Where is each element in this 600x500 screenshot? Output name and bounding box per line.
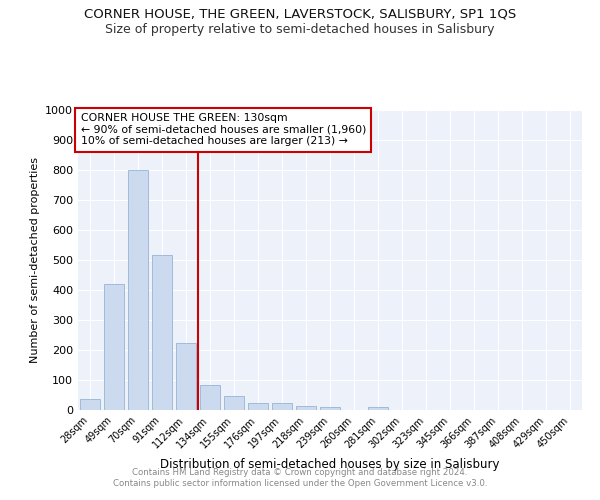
X-axis label: Distribution of semi-detached houses by size in Salisbury: Distribution of semi-detached houses by …	[160, 458, 500, 471]
Bar	[200, 385, 220, 410]
Bar	[224, 396, 244, 410]
Bar	[248, 402, 268, 410]
Bar	[296, 406, 316, 410]
Bar	[320, 407, 340, 410]
Bar	[104, 284, 124, 410]
Bar	[128, 170, 148, 410]
Bar	[152, 254, 172, 410]
Bar	[272, 404, 292, 410]
Text: CORNER HOUSE, THE GREEN, LAVERSTOCK, SALISBURY, SP1 1QS: CORNER HOUSE, THE GREEN, LAVERSTOCK, SAL…	[84, 8, 516, 20]
Text: Contains HM Land Registry data © Crown copyright and database right 2024.
Contai: Contains HM Land Registry data © Crown c…	[113, 468, 487, 487]
Bar	[368, 407, 388, 410]
Y-axis label: Number of semi-detached properties: Number of semi-detached properties	[29, 157, 40, 363]
Text: CORNER HOUSE THE GREEN: 130sqm
← 90% of semi-detached houses are smaller (1,960): CORNER HOUSE THE GREEN: 130sqm ← 90% of …	[80, 113, 366, 146]
Bar	[176, 342, 196, 410]
Bar	[80, 398, 100, 410]
Text: Size of property relative to semi-detached houses in Salisbury: Size of property relative to semi-detach…	[105, 22, 495, 36]
